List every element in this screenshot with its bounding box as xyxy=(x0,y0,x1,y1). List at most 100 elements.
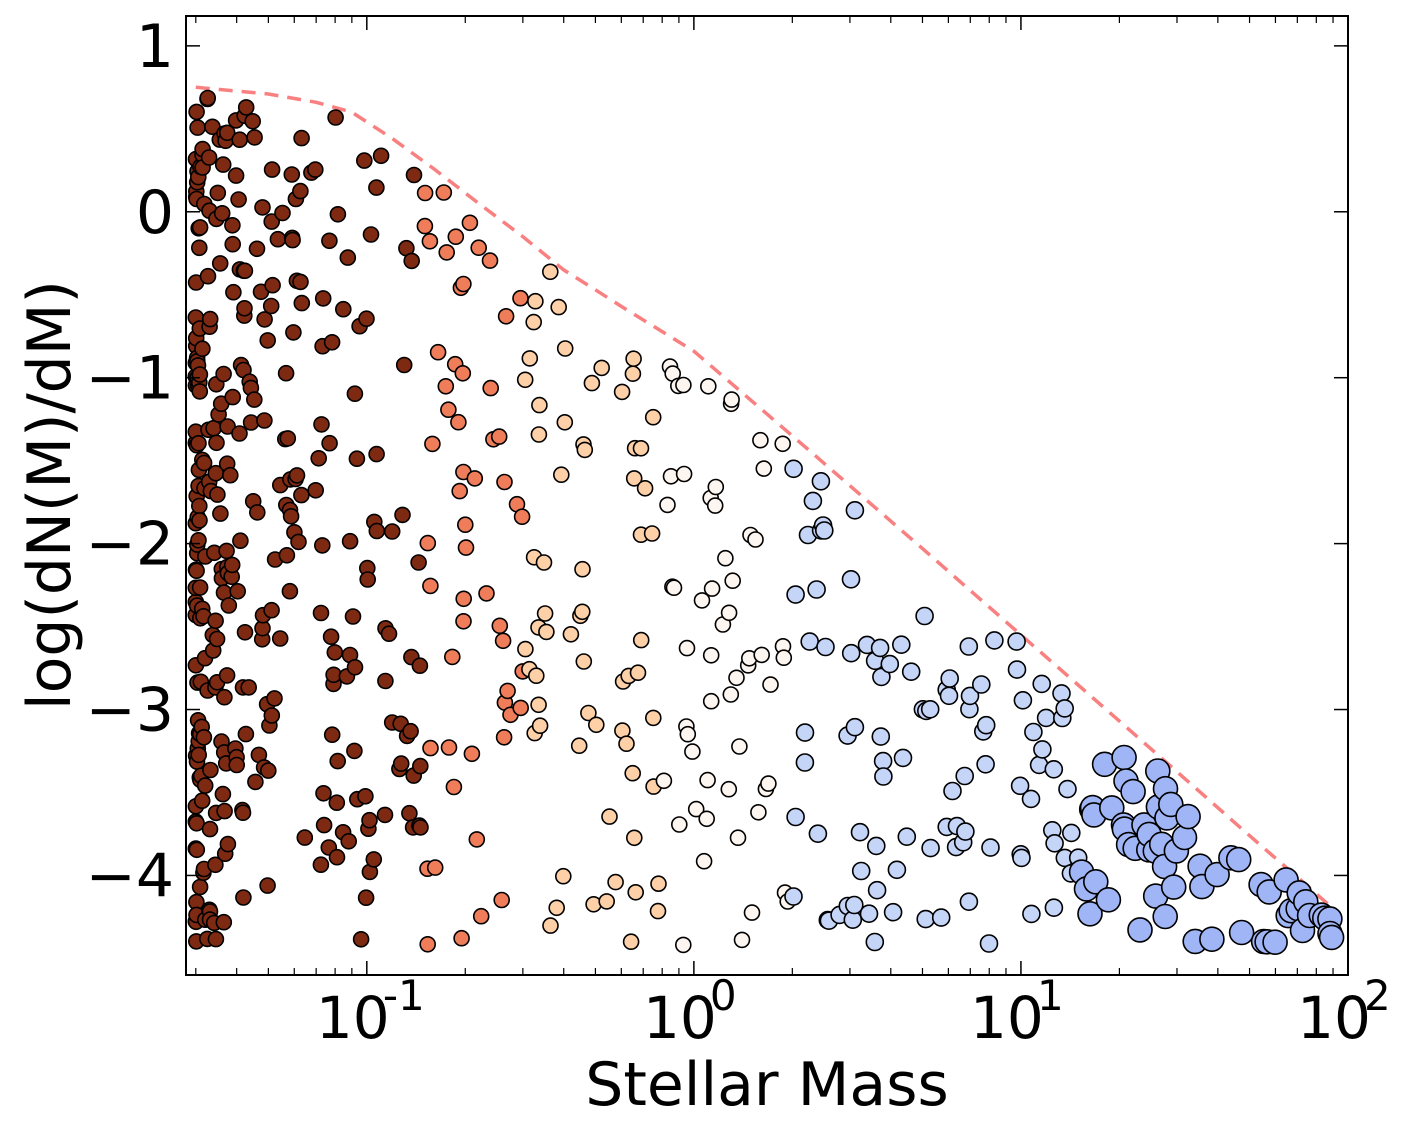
data-point xyxy=(665,579,683,597)
data-point xyxy=(193,792,211,810)
data-point xyxy=(237,99,255,116)
data-point xyxy=(403,252,421,270)
data-point xyxy=(872,667,891,687)
data-point xyxy=(191,579,209,596)
x-tick-label: 10 xyxy=(970,984,1044,1052)
data-point xyxy=(472,907,490,925)
data-point xyxy=(512,289,529,307)
data-point xyxy=(205,419,222,437)
data-point xyxy=(191,512,208,529)
data-point xyxy=(263,213,281,230)
data-point xyxy=(622,933,640,951)
data-point xyxy=(1058,779,1077,799)
data-point xyxy=(1127,917,1153,943)
data-point xyxy=(401,804,418,822)
data-point xyxy=(247,773,264,791)
data-point xyxy=(1007,660,1027,679)
data-point xyxy=(723,391,740,408)
data-point xyxy=(491,617,509,635)
data-point xyxy=(981,838,1000,857)
data-point xyxy=(195,454,213,472)
data-point xyxy=(196,777,214,794)
data-point xyxy=(368,445,385,463)
data-point xyxy=(340,832,358,850)
data-point xyxy=(1262,929,1288,956)
data-point xyxy=(410,554,427,571)
data-point xyxy=(795,723,815,742)
data-point xyxy=(361,811,378,829)
data-point xyxy=(293,129,310,147)
data-point xyxy=(283,166,301,183)
data-point xyxy=(208,434,225,452)
data-point xyxy=(607,873,624,891)
data-point xyxy=(262,297,280,315)
data-point xyxy=(687,800,705,818)
data-point xyxy=(277,364,295,382)
data-point xyxy=(470,239,488,256)
data-point xyxy=(437,377,455,395)
data-point xyxy=(194,340,211,358)
data-point xyxy=(191,239,208,257)
data-point xyxy=(341,532,359,550)
data-point xyxy=(795,753,815,772)
data-point xyxy=(346,658,364,676)
data-point xyxy=(218,542,235,560)
data-point xyxy=(208,630,226,648)
data-point xyxy=(960,686,980,706)
data-point xyxy=(724,572,742,590)
data-point xyxy=(583,374,601,392)
data-point xyxy=(499,682,516,700)
data-point xyxy=(720,780,738,798)
data-point xyxy=(845,717,865,737)
data-point xyxy=(218,667,236,684)
data-point xyxy=(411,657,429,675)
data-point xyxy=(808,824,828,844)
data-point xyxy=(644,709,662,727)
data-point xyxy=(644,408,662,426)
data-point xyxy=(231,425,248,442)
data-point xyxy=(959,637,979,656)
data-point xyxy=(845,500,865,520)
data-point xyxy=(1024,722,1043,742)
data-point xyxy=(752,431,769,449)
plot-frame xyxy=(185,15,1349,976)
data-point xyxy=(421,233,439,250)
data-point xyxy=(271,630,289,647)
data-point xyxy=(636,479,654,497)
data-point xyxy=(650,875,667,893)
data-point xyxy=(216,802,233,820)
data-point xyxy=(624,764,642,782)
data-point xyxy=(312,604,330,622)
data-point xyxy=(1171,824,1198,851)
x-tick-label: 10 xyxy=(316,984,390,1052)
data-point xyxy=(478,585,495,602)
data-point xyxy=(1032,674,1051,694)
data-point xyxy=(327,109,344,126)
data-point xyxy=(675,376,692,394)
data-point xyxy=(548,899,566,917)
data-point xyxy=(453,929,470,947)
data-point xyxy=(310,449,328,467)
data-point xyxy=(679,725,697,743)
data-point xyxy=(188,841,206,859)
data-point xyxy=(191,497,208,515)
data-point xyxy=(554,867,572,885)
data-point xyxy=(339,249,357,266)
data-point xyxy=(1055,699,1074,718)
data-point xyxy=(222,466,239,484)
data-point xyxy=(224,217,241,234)
data-point xyxy=(344,608,362,625)
data-point xyxy=(329,752,347,770)
data-point xyxy=(915,606,934,626)
data-point xyxy=(357,787,374,805)
data-point xyxy=(395,356,413,374)
data-point xyxy=(215,365,232,383)
data-point xyxy=(867,880,887,900)
data-point xyxy=(850,822,870,842)
data-point xyxy=(784,887,803,906)
data-point xyxy=(212,505,229,522)
data-point xyxy=(368,522,386,540)
data-point xyxy=(1062,823,1081,843)
data-point xyxy=(707,478,725,496)
data-point xyxy=(278,546,296,564)
